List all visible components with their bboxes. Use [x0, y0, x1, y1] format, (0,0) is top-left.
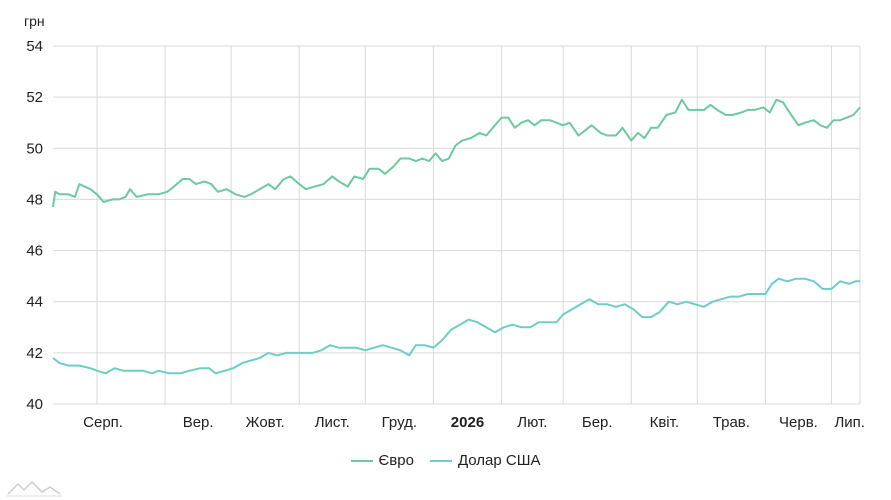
y-tick-label: 48: [26, 191, 43, 208]
x-tick-label: Лист.: [315, 414, 350, 431]
legend-swatch-usd: [429, 459, 452, 462]
x-tick-label: Бер.: [582, 414, 613, 431]
x-tick-label: Жовт.: [246, 414, 285, 431]
y-tick-label: 54: [26, 38, 43, 55]
x-tick-label: Черв.: [779, 414, 818, 431]
x-tick-label: Трав.: [713, 414, 750, 431]
x-tick-label: Серп.: [83, 414, 123, 431]
x-tick-labels: Серп. Вер. Жовт. Лист. Груд. 2026 Лют. Бер. Квіт…: [83, 414, 865, 431]
mountain-logo-icon: [6, 480, 62, 497]
x-tick-label: 2026: [451, 414, 484, 431]
y-tick-label: 44: [26, 294, 43, 311]
series-lines: [52, 98, 861, 375]
x-tick-label: Груд.: [382, 414, 417, 431]
x-tick-label: Лют.: [517, 414, 547, 431]
series-line-euro[interactable]: [52, 98, 861, 208]
y-tick-labels: 40 42 44 46 48 50 52 54: [26, 38, 43, 413]
series-line-usd[interactable]: [52, 277, 860, 375]
y-tick-label: 40: [26, 396, 43, 413]
legend-item-usd[interactable]: Долар США: [429, 452, 541, 469]
x-tick-label: Квіт.: [650, 414, 679, 431]
y-tick-label: 46: [26, 243, 43, 260]
y-unit-label: грн: [24, 13, 45, 29]
legend-swatch-euro: [350, 459, 373, 462]
x-tick-label: Лип.: [834, 414, 865, 431]
y-tick-label: 42: [26, 345, 43, 362]
legend: Євро Долар США: [0, 452, 891, 469]
grid-lines: [53, 45, 861, 405]
y-tick-label: 50: [26, 140, 43, 157]
x-tick-label: Вер.: [183, 414, 214, 431]
legend-item-euro[interactable]: Євро: [350, 452, 414, 469]
legend-label-euro: Євро: [378, 452, 414, 469]
legend-label-usd: Долар США: [457, 452, 541, 469]
y-tick-label: 52: [26, 89, 43, 106]
